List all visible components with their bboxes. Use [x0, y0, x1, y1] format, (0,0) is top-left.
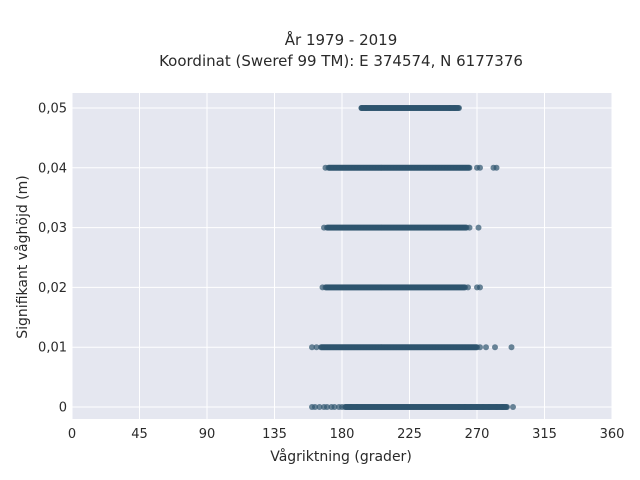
data-point	[447, 104, 453, 111]
y-axis-ticks: 0 0,01 0,02 0,03 0,04 0,05	[38, 101, 67, 415]
y-tick-label: 0,01	[38, 341, 67, 356]
x-tick-label: 270	[465, 427, 490, 442]
data-point	[456, 104, 462, 111]
data-points	[309, 104, 516, 411]
data-point	[475, 224, 482, 231]
y-tick-label: 0,05	[38, 101, 67, 116]
chart-title: År 1979 - 2019 Koordinat (Sweref 99 TM):…	[159, 30, 523, 70]
data-point	[331, 404, 338, 411]
data-point	[316, 404, 323, 411]
y-tick-label: 0,03	[38, 221, 67, 236]
data-point	[486, 404, 492, 411]
data-point	[508, 344, 515, 351]
data-point	[358, 104, 365, 111]
data-point	[466, 224, 473, 231]
x-axis-label: Vågriktning (grader)	[270, 448, 412, 465]
x-tick-label: 0	[68, 427, 76, 442]
data-point	[319, 284, 326, 291]
data-point	[339, 404, 345, 411]
data-point	[465, 284, 471, 291]
data-point	[466, 164, 473, 171]
x-tick-label: 180	[330, 427, 355, 442]
data-point	[492, 344, 498, 351]
y-tick-label: 0	[59, 401, 67, 416]
x-tick-label: 360	[600, 427, 625, 442]
data-point	[493, 404, 500, 411]
data-point	[477, 284, 483, 291]
data-point	[322, 164, 329, 171]
y-tick-label: 0,04	[38, 161, 67, 176]
data-point	[312, 404, 318, 411]
data-point	[493, 164, 500, 171]
data-point	[474, 404, 480, 411]
data-point	[313, 344, 320, 351]
data-point	[324, 404, 330, 411]
data-point	[451, 104, 458, 111]
x-axis-ticks: 0 45 90 135 180 225 270 315 360	[68, 427, 625, 442]
data-point	[348, 404, 354, 411]
data-point	[477, 344, 483, 351]
data-point	[480, 404, 486, 411]
data-point	[354, 404, 360, 411]
x-tick-label: 315	[532, 427, 557, 442]
data-point	[321, 224, 327, 231]
title-line-1: År 1979 - 2019	[285, 30, 398, 49]
data-point	[309, 344, 315, 351]
data-point	[468, 404, 474, 411]
data-point	[477, 164, 483, 171]
x-tick-label: 90	[199, 427, 216, 442]
title-line-2: Koordinat (Sweref 99 TM): E 374574, N 61…	[159, 52, 523, 70]
y-tick-label: 0,02	[38, 281, 67, 296]
x-tick-label: 225	[397, 427, 422, 442]
data-point	[510, 404, 516, 411]
data-point	[483, 344, 489, 351]
data-point	[462, 404, 468, 411]
x-tick-label: 45	[131, 427, 148, 442]
data-point	[499, 404, 506, 411]
data-point	[504, 404, 510, 411]
y-axis-label: Signifikant våghöjd (m)	[14, 175, 31, 338]
data-point	[456, 404, 462, 411]
data-point	[363, 104, 369, 111]
x-tick-label: 135	[262, 427, 287, 442]
